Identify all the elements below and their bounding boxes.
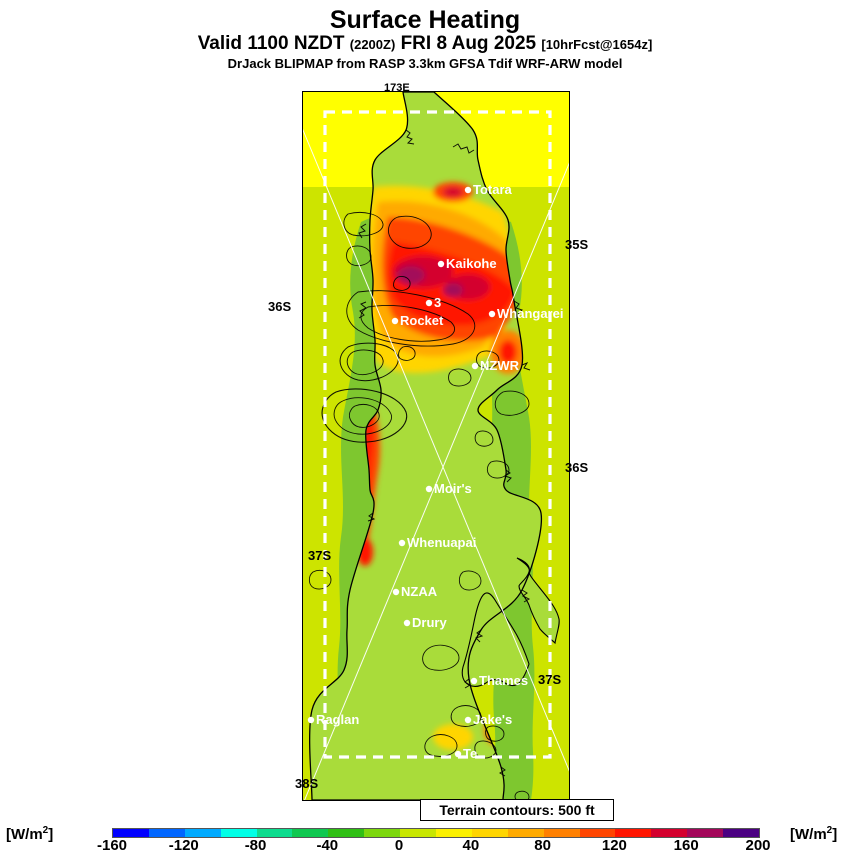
svg-text:Totara: Totara xyxy=(473,182,513,197)
svg-text:Drury: Drury xyxy=(412,615,447,630)
svg-text:Raglan: Raglan xyxy=(316,712,359,727)
svg-text:Whenuapai: Whenuapai xyxy=(407,535,476,550)
svg-text:NZWR: NZWR xyxy=(480,358,520,373)
svg-text:Whangarei: Whangarei xyxy=(497,306,563,321)
svg-text:Thames: Thames xyxy=(479,673,528,688)
svg-text:Jake's: Jake's xyxy=(473,712,512,727)
svg-text:Kaikohe: Kaikohe xyxy=(446,256,497,271)
svg-text:Moir's: Moir's xyxy=(434,481,472,496)
svg-text:3: 3 xyxy=(434,295,441,310)
svg-text:Te: Te xyxy=(463,746,477,761)
svg-text:Rocket: Rocket xyxy=(400,313,444,328)
svg-text:NZAA: NZAA xyxy=(401,584,438,599)
